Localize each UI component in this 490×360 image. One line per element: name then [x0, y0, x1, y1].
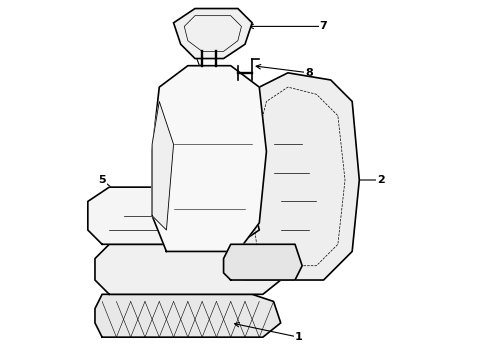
Text: 5: 5	[98, 175, 106, 185]
Text: 1: 1	[294, 332, 302, 342]
Text: 4: 4	[298, 229, 306, 239]
Text: 8: 8	[305, 68, 313, 78]
Text: 2: 2	[377, 175, 385, 185]
Text: 3: 3	[298, 271, 306, 282]
Text: 6: 6	[188, 39, 196, 49]
Polygon shape	[223, 244, 302, 280]
Polygon shape	[238, 73, 359, 280]
Polygon shape	[88, 187, 259, 244]
Polygon shape	[152, 102, 173, 230]
Text: 7: 7	[319, 21, 327, 31]
Polygon shape	[152, 66, 267, 251]
Polygon shape	[173, 9, 252, 59]
Polygon shape	[95, 294, 281, 337]
Polygon shape	[95, 244, 281, 294]
